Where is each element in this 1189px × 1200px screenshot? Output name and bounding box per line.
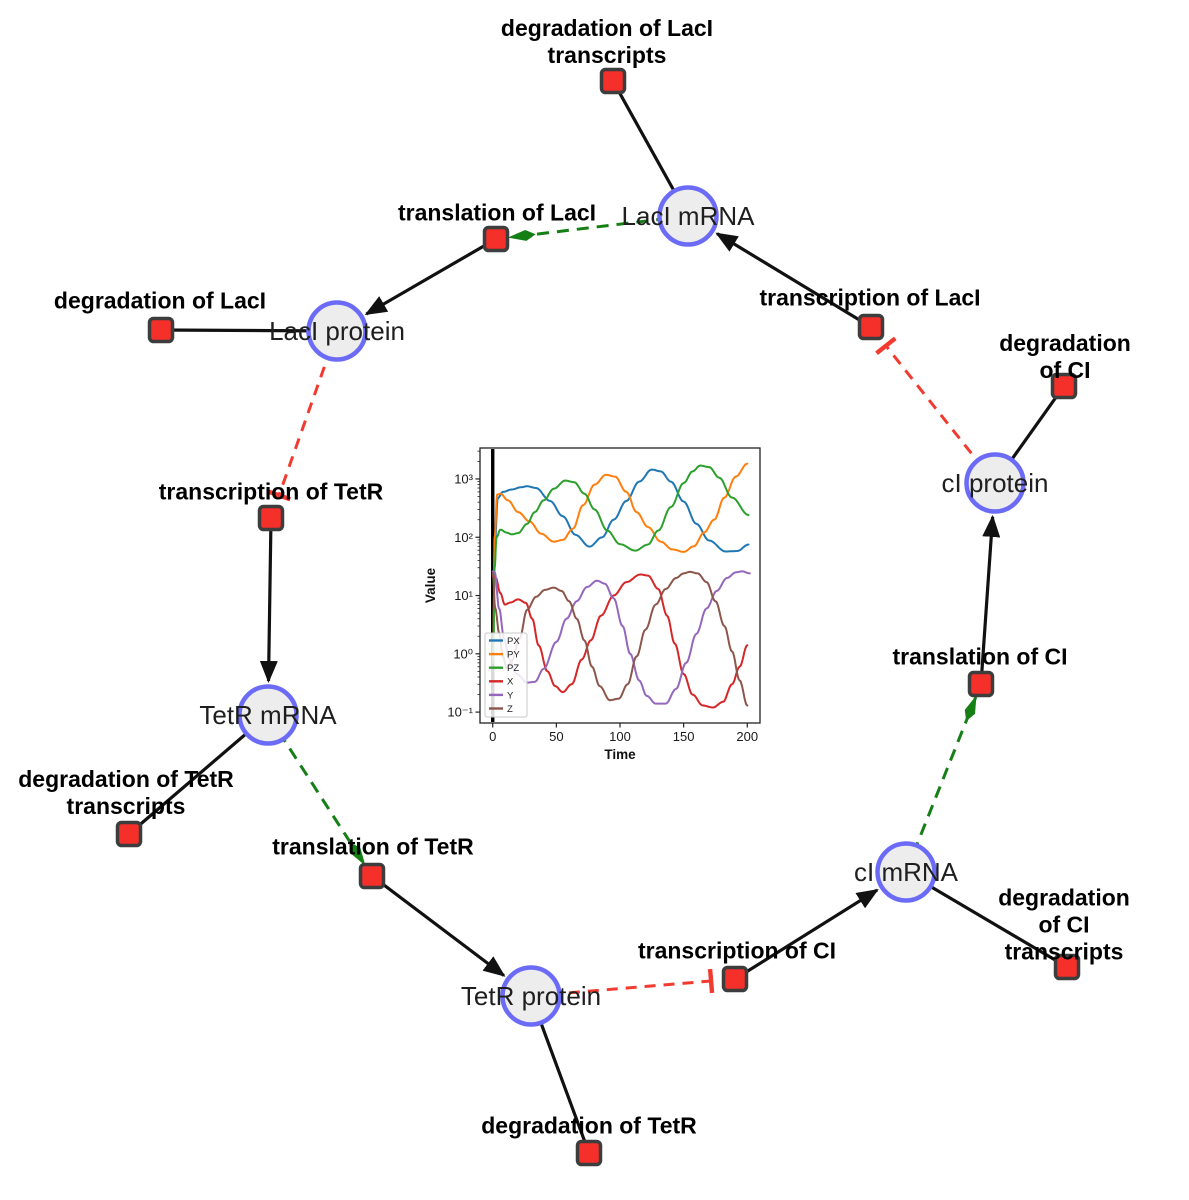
reaction-node-txn_tetr — [257, 504, 285, 532]
reaction-node-transl_tetr — [358, 862, 386, 890]
series-curve-X — [491, 573, 749, 709]
timecourse-inset-chart: 0 50 100 150 20010⁻¹10⁰10¹10²10³TimeValuePXP… — [423, 447, 761, 762]
reaction-node-txn_laci — [857, 313, 885, 341]
legend-entry-label: PZ — [507, 663, 519, 674]
reaction-node-deg_tetr — [575, 1139, 603, 1167]
chart-legend: PX PY PZ XYZ — [484, 632, 528, 718]
edge-arrow-txn_tetr-to-tetr_mrna — [259, 517, 278, 684]
edge-arrow-transl_laci-to-laci_protein — [364, 237, 497, 316]
legend-entry-label: X — [507, 677, 514, 688]
y-tick-label: 10¹ — [454, 588, 473, 603]
y-tick-label: 10⁰ — [453, 646, 473, 661]
edge-arrow-txn_laci-to-laci_mrna — [715, 232, 872, 329]
series-curve-PX — [492, 468, 750, 658]
species-node-tetr_mrna — [237, 684, 299, 746]
legend-entry-label: PY — [507, 650, 520, 661]
series-curve-PZ — [492, 464, 750, 664]
y-tick-label: 10³ — [454, 471, 473, 486]
edge-arrow-transl_ci-to-ci_protein — [979, 514, 1001, 685]
reaction-node-deg_laci — [147, 316, 175, 344]
x-axis-label: Time — [604, 747, 636, 762]
reaction-node-deg_ci — [1050, 372, 1078, 400]
x-tick-label: 150 — [673, 729, 695, 744]
legend-entry-label: Z — [507, 704, 513, 715]
species-node-laci_mrna — [657, 185, 719, 247]
x-tick-label: 50 — [549, 729, 563, 744]
edge-arrow-transl_tetr-to-tetr_protein — [371, 874, 506, 977]
reaction-node-deg_tetr_tx — [115, 820, 143, 848]
series-curve-PY — [492, 462, 749, 661]
edge-arrow-txn_ci-to-ci_mrna — [734, 888, 879, 981]
legend-entry-label: PX — [507, 636, 520, 647]
species-node-ci_protein — [964, 452, 1026, 514]
edge-line-ci_mrna-to-deg_ci_tx — [905, 870, 1068, 969]
reaction-node-transl_laci — [482, 225, 510, 253]
x-tick-label: 100 — [609, 729, 631, 744]
edge-modifier-ci_mrna-to-transl_ci — [904, 695, 978, 873]
reaction-node-deg_laci_tx — [599, 67, 627, 95]
x-tick-label: 0 — [489, 729, 496, 744]
y-tick-label: 10⁻¹ — [447, 705, 473, 720]
reaction-node-transl_ci — [967, 670, 995, 698]
species-node-tetr_protein — [500, 965, 562, 1027]
legend-entry-label: Y — [507, 690, 514, 701]
reaction-node-deg_ci_tx — [1053, 953, 1081, 981]
species-node-laci_protein — [306, 300, 368, 362]
x-tick-label: 200 — [736, 729, 758, 744]
species-node-ci_mrna — [875, 841, 937, 903]
reaction-node-txn_ci — [721, 965, 749, 993]
y-axis-label: Value — [423, 567, 438, 603]
y-tick-label: 10² — [454, 530, 473, 545]
